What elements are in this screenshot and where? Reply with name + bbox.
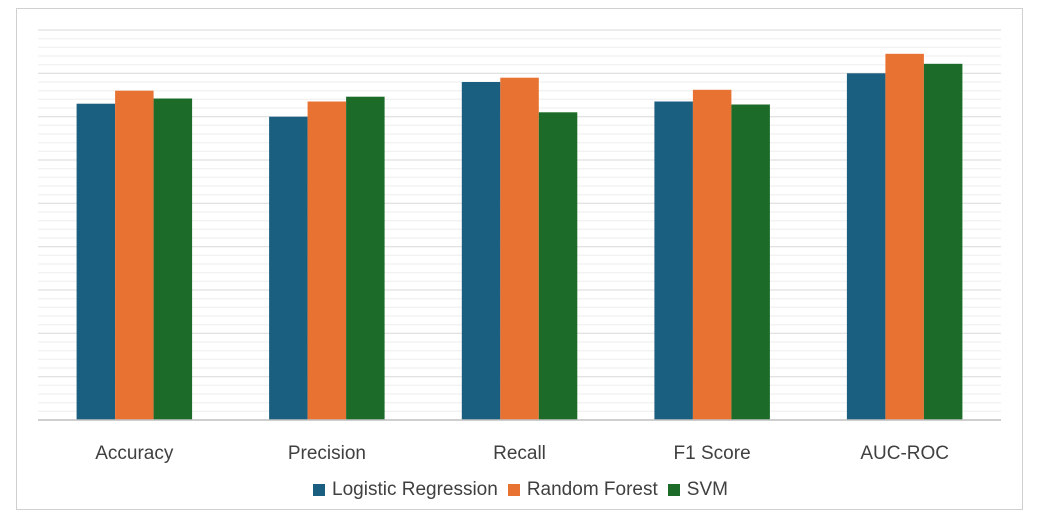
bar-svm-f1-score	[731, 104, 770, 420]
bar-svm-precision	[346, 96, 385, 420]
bar-svm-auc-roc	[923, 63, 963, 421]
bar-logistic-regression-f1-score	[654, 101, 693, 420]
legend-item-logistic-regression: Logistic Regression	[313, 479, 498, 501]
bar-random-forest-precision	[307, 101, 347, 420]
category-label: Recall	[493, 443, 546, 464]
legend-label: Random Forest	[526, 479, 658, 500]
legend-swatch	[507, 484, 520, 496]
category-label: Accuracy	[95, 443, 174, 464]
bar-logistic-regression-recall	[461, 82, 501, 420]
bar-random-forest-f1-score	[692, 89, 732, 421]
bar-logistic-regression-auc-roc	[846, 73, 886, 421]
legend-item-svm: SVM	[667, 479, 728, 501]
legend-label: SVM	[686, 479, 728, 500]
category-label: Precision	[288, 443, 366, 464]
legend: Logistic Regression Random Forest SVM	[0, 478, 1041, 502]
category-label: AUC-ROC	[860, 443, 949, 464]
legend-swatch	[313, 484, 326, 496]
legend-item-random-forest: Random Forest	[507, 479, 658, 501]
legend-label: Logistic Regression	[332, 479, 498, 500]
legend-swatch	[667, 484, 680, 496]
bar-svm-accuracy	[153, 98, 193, 420]
bar-random-forest-recall	[500, 77, 539, 420]
bar-random-forest-auc-roc	[885, 53, 924, 421]
bar-logistic-regression-accuracy	[76, 103, 116, 420]
bar-logistic-regression-precision	[269, 116, 308, 420]
bar-random-forest-accuracy	[115, 90, 154, 420]
bar-svm-recall	[538, 112, 578, 421]
category-label: F1 Score	[674, 443, 751, 464]
